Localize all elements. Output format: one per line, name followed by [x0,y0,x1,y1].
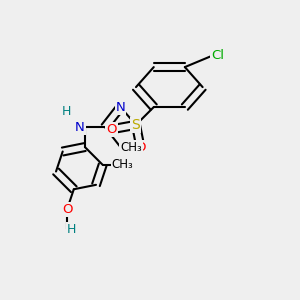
Text: N: N [75,121,85,134]
Text: N: N [116,100,125,114]
Text: S: S [132,118,140,132]
Text: O: O [62,203,72,216]
Text: H: H [67,223,76,236]
Text: O: O [135,141,146,154]
Text: H: H [62,105,72,118]
Text: Cl: Cl [212,50,224,62]
Text: CH₃: CH₃ [120,141,142,154]
Text: O: O [106,123,117,136]
Text: CH₃: CH₃ [112,158,133,171]
